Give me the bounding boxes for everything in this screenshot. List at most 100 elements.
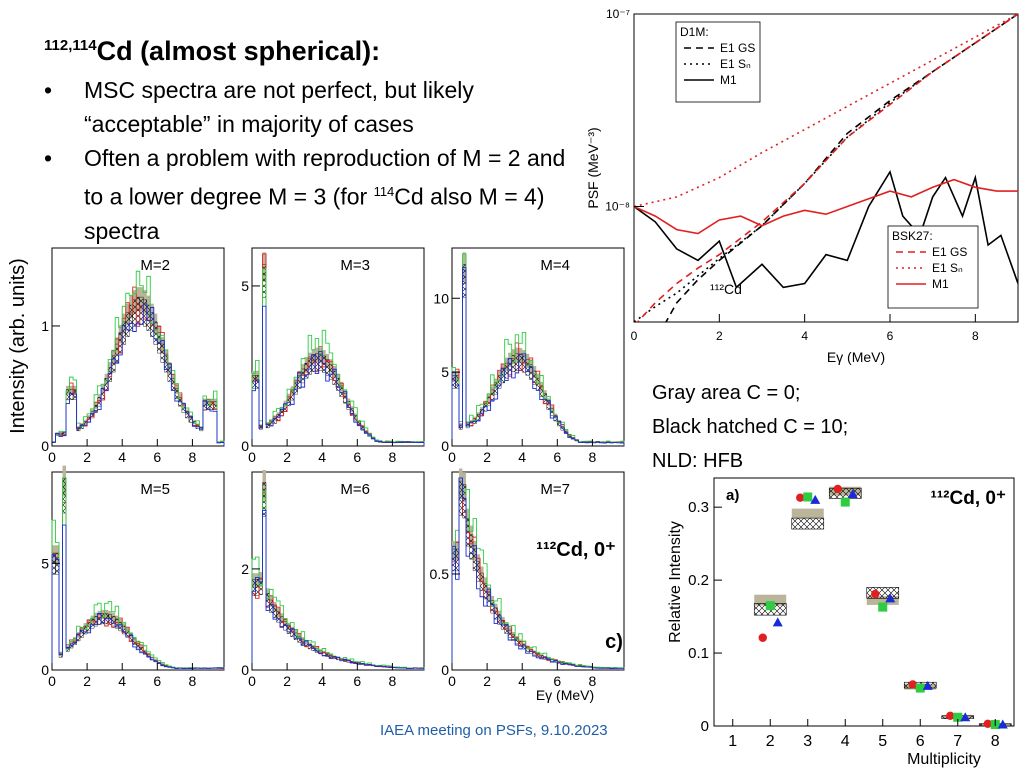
msc-xtick-label: 8 bbox=[389, 673, 397, 689]
msc-hist-green bbox=[451, 477, 625, 670]
mult-point-blue bbox=[885, 593, 896, 603]
psf-legend-bsk-item-2: M1 bbox=[932, 277, 949, 291]
psf-series-group bbox=[634, 14, 1018, 322]
note-gray: Gray area C = 0; bbox=[652, 382, 801, 404]
footer-text: IAEA meeting on PSFs, 9.10.2023 bbox=[380, 722, 608, 739]
msc-panel-6: M=6 0 2 4 6 8 0 2 bbox=[241, 469, 425, 689]
msc-panel-title: M=2 bbox=[140, 257, 170, 274]
mult-point-red bbox=[983, 719, 992, 729]
msc-panel-title: M=6 bbox=[340, 481, 370, 498]
mult-xtick-label: 8 bbox=[991, 733, 1000, 750]
mult-point-blue bbox=[847, 489, 858, 499]
msc-ytick-label: 0 bbox=[441, 438, 449, 454]
msc-panel-5: M=5 0 2 4 6 8 0 5 bbox=[41, 465, 225, 689]
bullet-dot: • bbox=[44, 77, 53, 103]
psf-legend-d1m-title: D1M: bbox=[680, 25, 709, 39]
mult-point-green bbox=[803, 492, 813, 502]
mult-y-axis-label: Relative Intensity bbox=[667, 521, 684, 643]
bullet-2-tail: Cd also M = 4) spectra bbox=[84, 183, 545, 244]
mult-point-green bbox=[765, 601, 775, 611]
bullet-2-superscript: 114 bbox=[373, 184, 395, 199]
psf-xtick-label: 4 bbox=[801, 329, 808, 343]
mult-xtick-label: 2 bbox=[766, 733, 775, 750]
msc-xtick-label: 2 bbox=[83, 673, 91, 689]
psf-legend-d1m-item-2: M1 bbox=[720, 73, 737, 87]
psf-y-axis-label: PSF (MeV⁻³) bbox=[585, 127, 601, 208]
msc-panel-frame bbox=[251, 471, 425, 671]
msc-spectra-chart: M=2 0 2 4 6 8 0 1 M=3 0 2 4 6 8 0 5 M=4 0 2 4 6 8 0 5 10 M=5 0 2 4 6 8… bbox=[7, 247, 625, 703]
msc-xtick-label: 0 bbox=[48, 673, 56, 689]
psf-legend-d1m-item-1: E1 Sₙ bbox=[720, 57, 751, 71]
msc-hist-blue bbox=[51, 303, 225, 446]
psf-xtick-label: 6 bbox=[887, 329, 894, 343]
msc-hist-green bbox=[51, 270, 225, 446]
mult-gray-band bbox=[866, 596, 899, 605]
msc-xtick-label: 0 bbox=[448, 449, 456, 465]
msc-xtick-label: 6 bbox=[353, 673, 361, 689]
msc-ytick-label: 0 bbox=[41, 662, 49, 678]
mult-ytick-label: 0.2 bbox=[688, 572, 709, 589]
msc-panel-4: M=4 0 2 4 6 8 0 5 10 bbox=[433, 247, 625, 465]
msc-xtick-label: 2 bbox=[83, 449, 91, 465]
psf-xtick-label: 2 bbox=[716, 329, 723, 343]
msc-xtick-label: 4 bbox=[118, 449, 126, 465]
msc-xtick-label: 6 bbox=[353, 449, 361, 465]
text-block: 112,114Cd (almost spherical): • MSC spect… bbox=[44, 36, 584, 248]
mult-gray-band bbox=[754, 594, 787, 606]
msc-xtick-label: 6 bbox=[153, 449, 161, 465]
mult-panel-label: a) bbox=[726, 487, 739, 504]
msc-xtick-label: 6 bbox=[553, 673, 561, 689]
mult-point-blue bbox=[997, 719, 1008, 729]
psf-series-0 bbox=[665, 14, 1018, 322]
msc-xtick-label: 2 bbox=[483, 673, 491, 689]
msc-panel-title: M=3 bbox=[340, 257, 370, 274]
msc-xtick-label: 4 bbox=[318, 673, 326, 689]
msc-ytick-label: 5 bbox=[241, 278, 249, 294]
mult-point-red bbox=[833, 484, 842, 494]
mult-xtick-label: 4 bbox=[841, 733, 850, 750]
bullet-1: • MSC spectra are not perfect, but likely… bbox=[44, 73, 584, 141]
psf-legend-bsk-title: BSK27: bbox=[892, 229, 933, 243]
mult-point-green bbox=[878, 602, 888, 612]
mult-xtick-label: 7 bbox=[953, 733, 962, 750]
bullet-2: • Often a problem with reproduction of M … bbox=[44, 141, 584, 248]
msc-ytick-label: 0 bbox=[241, 662, 249, 678]
psf-series-5 bbox=[634, 178, 1018, 235]
msc-panel-title: M=7 bbox=[540, 481, 570, 498]
msc-panel-frame bbox=[51, 247, 225, 447]
mult-point-red bbox=[871, 589, 880, 599]
mult-ytick-label: 0.3 bbox=[688, 499, 709, 516]
msc-hist-blue bbox=[451, 267, 625, 446]
mult-point-red bbox=[946, 711, 955, 720]
mult-xtick-label: 1 bbox=[728, 733, 737, 750]
msc-hist-blue bbox=[251, 509, 425, 670]
psf-legend-bsk-item-1: E1 Sₙ bbox=[932, 261, 963, 275]
mult-point-blue bbox=[960, 712, 971, 722]
mult-point-red bbox=[908, 680, 917, 689]
mult-xtick-label: 6 bbox=[916, 733, 925, 750]
msc-xtick-label: 4 bbox=[518, 449, 526, 465]
msc-panel-7: M=7 0 2 4 6 8 0 0.5 bbox=[430, 468, 625, 689]
msc-ytick-label: 1 bbox=[41, 318, 49, 334]
psf-series-4 bbox=[634, 14, 1018, 208]
headline-superscript: 112,114 bbox=[44, 37, 97, 54]
psf-series-3 bbox=[636, 14, 1018, 322]
mult-point-green bbox=[840, 497, 850, 507]
msc-xtick-label: 0 bbox=[248, 449, 256, 465]
note-nld: NLD: HFB bbox=[652, 450, 744, 472]
msc-xtick-label: 2 bbox=[483, 449, 491, 465]
msc-ytick-label: 5 bbox=[41, 555, 49, 571]
msc-xtick-label: 2 bbox=[283, 673, 291, 689]
msc-xtick-label: 8 bbox=[389, 449, 397, 465]
msc-ytick-label: 0 bbox=[41, 438, 49, 454]
psf-legend-bsk-box bbox=[887, 225, 979, 309]
msc-xtick-label: 4 bbox=[318, 449, 326, 465]
headline-text: Cd (almost spherical): bbox=[96, 36, 381, 66]
msc-xtick-label: 8 bbox=[189, 673, 197, 689]
multiplicity-chart: 1 2 3 4 5 6 7 8 0 0.1 0.2 0.3 Multiplicity Relative I… bbox=[667, 477, 1015, 768]
mult-annotation: ¹¹²Cd, 0⁺ bbox=[931, 488, 1006, 509]
psf-ytick-label: 10⁻⁷ bbox=[606, 7, 630, 21]
msc-panel-title: M=5 bbox=[140, 481, 170, 498]
psf-legend-d1m-item-0: E1 GS bbox=[720, 41, 755, 55]
msc-xtick-label: 0 bbox=[248, 673, 256, 689]
